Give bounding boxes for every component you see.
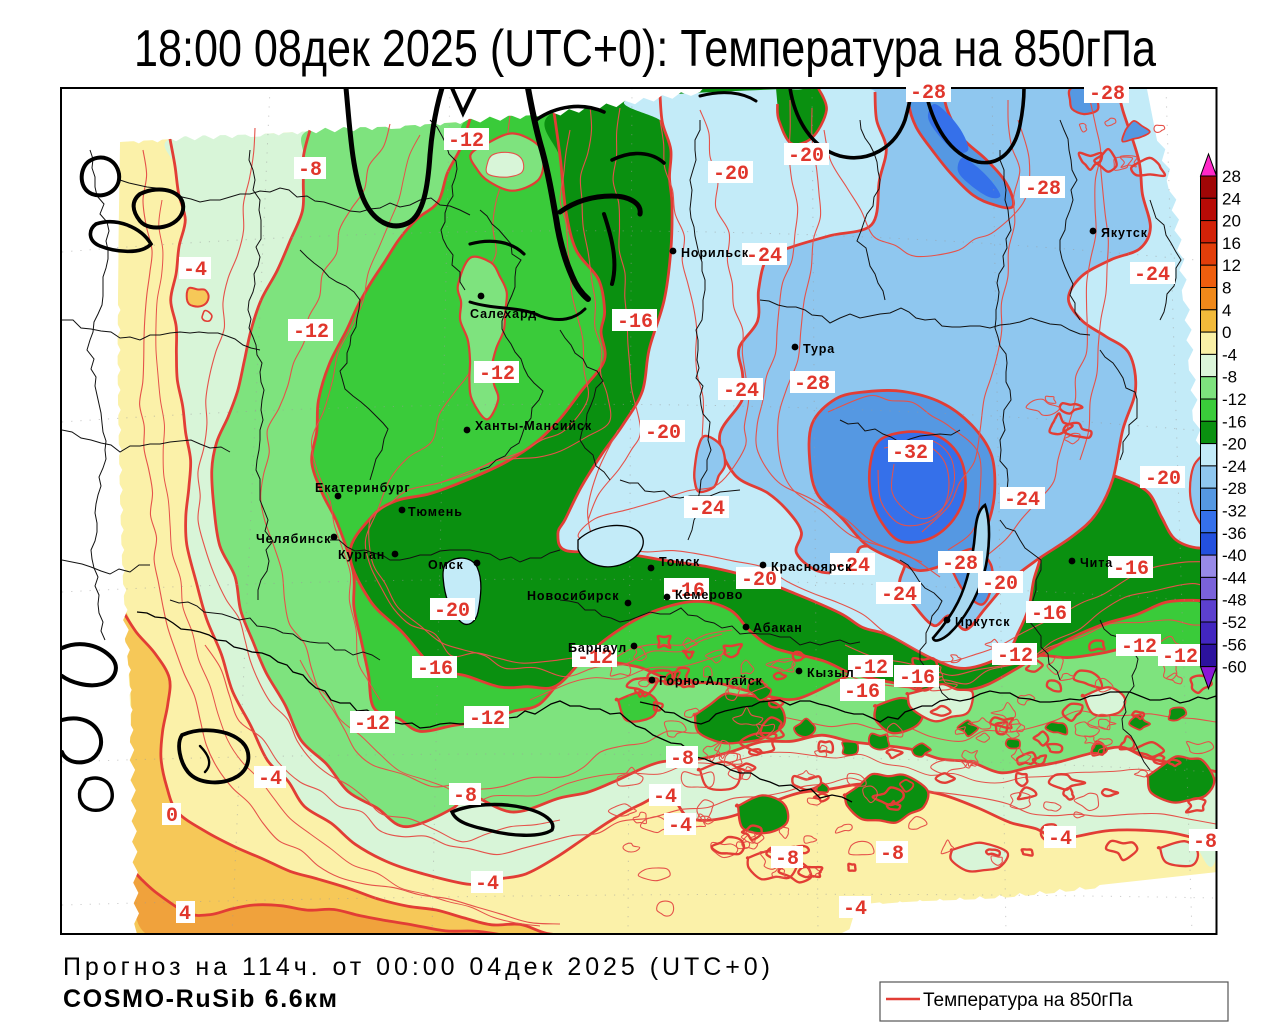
svg-text:-28: -28 <box>1025 178 1061 201</box>
svg-text:-28: -28 <box>794 373 830 396</box>
svg-text:-24: -24 <box>881 584 917 607</box>
svg-text:-8: -8 <box>670 748 694 771</box>
svg-text:-8: -8 <box>1222 368 1237 387</box>
svg-text:-16: -16 <box>617 311 653 334</box>
svg-text:-12: -12 <box>1162 646 1198 669</box>
svg-text:Тюмень: Тюмень <box>408 505 463 519</box>
svg-text:-4: -4 <box>258 768 282 791</box>
svg-text:Красноярск: Красноярск <box>771 560 852 574</box>
svg-text:Прогноз на 114ч. от 00:00 04де: Прогноз на 114ч. от 00:00 04дек 2025 (UT… <box>63 953 770 981</box>
svg-text:-28: -28 <box>942 553 978 576</box>
svg-text:Салехард: Салехард <box>470 307 537 321</box>
svg-text:-8: -8 <box>453 785 477 808</box>
svg-text:Томск: Томск <box>659 555 700 569</box>
svg-text:Барнаул: Барнаул <box>568 641 627 655</box>
svg-text:18:00 08дек 2025 (UTC+0): Темп: 18:00 08дек 2025 (UTC+0): Температура на… <box>134 20 1156 78</box>
svg-text:-4: -4 <box>1222 345 1237 364</box>
svg-text:-20: -20 <box>434 600 470 623</box>
svg-text:Норильск: Норильск <box>681 246 749 260</box>
svg-text:0: 0 <box>1222 323 1231 342</box>
svg-text:-12: -12 <box>1121 636 1157 659</box>
svg-text:-16: -16 <box>844 681 880 704</box>
svg-text:-28: -28 <box>910 82 946 105</box>
svg-text:-12: -12 <box>479 363 515 386</box>
svg-text:-20: -20 <box>788 145 824 168</box>
svg-text:-4: -4 <box>183 259 207 282</box>
svg-text:Якутск: Якутск <box>1101 226 1148 240</box>
svg-text:Температура на 850гПа: Температура на 850гПа <box>923 990 1133 1011</box>
svg-text:Кемерово: Кемерово <box>675 588 743 602</box>
svg-text:-24: -24 <box>723 380 759 403</box>
svg-text:-24: -24 <box>834 555 870 578</box>
svg-text:-12: -12 <box>293 321 329 344</box>
svg-text:Абакан: Абакан <box>753 621 803 635</box>
svg-text:Екатеринбург: Екатеринбург <box>315 481 410 495</box>
svg-text:4: 4 <box>1222 301 1231 320</box>
svg-text:0: 0 <box>166 805 178 828</box>
svg-text:12: 12 <box>1222 256 1241 275</box>
svg-text:-16: -16 <box>1222 412 1247 431</box>
svg-text:20: 20 <box>1222 212 1241 231</box>
svg-text:Челябинск: Челябинск <box>256 532 331 546</box>
svg-text:-24: -24 <box>1134 264 1170 287</box>
svg-text:-12: -12 <box>354 713 390 736</box>
svg-text:8: 8 <box>1222 279 1231 298</box>
svg-text:-16: -16 <box>417 658 453 681</box>
svg-text:-4: -4 <box>653 786 677 809</box>
svg-text:-12: -12 <box>469 708 505 731</box>
svg-text:-16: -16 <box>1113 558 1149 581</box>
svg-text:Чита: Чита <box>1080 556 1113 570</box>
svg-text:-32: -32 <box>1222 502 1247 521</box>
svg-text:-20: -20 <box>1145 468 1181 491</box>
svg-text:16: 16 <box>1222 234 1241 253</box>
svg-text:-44: -44 <box>1222 568 1247 587</box>
svg-text:4: 4 <box>179 903 191 926</box>
svg-text:-24: -24 <box>1004 489 1040 512</box>
svg-text:28: 28 <box>1222 167 1241 186</box>
svg-text:-56: -56 <box>1222 635 1247 654</box>
svg-text:-36: -36 <box>1222 524 1247 543</box>
svg-text:-12: -12 <box>997 645 1033 668</box>
svg-text:-48: -48 <box>1222 591 1247 610</box>
svg-text:-28: -28 <box>1089 83 1125 106</box>
svg-text:-24: -24 <box>1222 457 1247 476</box>
svg-text:-40: -40 <box>1222 546 1247 565</box>
svg-text:Ханты-Мансийск: Ханты-Мансийск <box>475 419 592 433</box>
svg-text:-20: -20 <box>741 569 777 592</box>
svg-text:Тура: Тура <box>803 342 835 356</box>
svg-text:-12: -12 <box>577 647 613 670</box>
svg-text:-32: -32 <box>892 442 928 465</box>
svg-text:-8: -8 <box>298 159 322 182</box>
svg-text:-28: -28 <box>1222 479 1247 498</box>
svg-text:-8: -8 <box>1193 831 1217 854</box>
svg-text:-16: -16 <box>899 667 935 690</box>
svg-text:-12: -12 <box>1222 390 1247 409</box>
svg-text:-20: -20 <box>982 573 1018 596</box>
svg-text:-4: -4 <box>668 815 692 838</box>
svg-text:-4: -4 <box>475 873 499 896</box>
svg-text:Кызыл: Кызыл <box>807 666 855 680</box>
svg-text:-16: -16 <box>1031 603 1067 626</box>
svg-text:Иркутск: Иркутск <box>955 615 1010 629</box>
svg-text:24: 24 <box>1222 189 1241 208</box>
svg-text:-4: -4 <box>843 898 867 921</box>
svg-text:-8: -8 <box>775 848 799 871</box>
svg-text:-8: -8 <box>880 843 904 866</box>
svg-text:-16: -16 <box>669 580 705 603</box>
svg-text:-20: -20 <box>1222 435 1247 454</box>
svg-text:Новосибирск: Новосибирск <box>527 589 619 603</box>
svg-text:Горно-Алтайск: Горно-Алтайск <box>659 674 763 688</box>
svg-text:-52: -52 <box>1222 613 1247 632</box>
svg-text:-60: -60 <box>1222 658 1247 677</box>
svg-text:-20: -20 <box>645 422 681 445</box>
svg-text:COSMO-RuSib 6.6км: COSMO-RuSib 6.6км <box>63 985 337 1013</box>
svg-text:-12: -12 <box>448 130 484 153</box>
svg-text:Курган: Курган <box>338 548 385 562</box>
svg-text:-24: -24 <box>746 245 782 268</box>
svg-text:-20: -20 <box>713 163 749 186</box>
svg-text:Омск: Омск <box>428 558 464 572</box>
svg-text:-12: -12 <box>852 657 888 680</box>
svg-text:-24: -24 <box>689 498 725 521</box>
svg-text:-4: -4 <box>1048 828 1072 851</box>
